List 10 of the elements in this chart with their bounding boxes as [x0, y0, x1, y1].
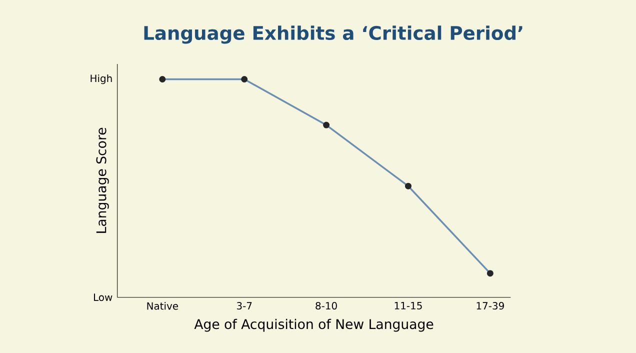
x-axis-title: Age of Acquisition of New Language [194, 318, 434, 332]
y-axis-title: Language Score [96, 128, 109, 233]
text: High [90, 74, 112, 84]
x-tick-label: Native [147, 302, 178, 310]
chart-title: Language Exhibits a ‘Critical Period’ [144, 25, 522, 44]
text: Low [94, 293, 112, 301]
x-tick-label: 17-39 [476, 302, 504, 310]
x-tick-label: 8-10 [316, 302, 337, 310]
x-tick-label: 3-7 [236, 302, 252, 310]
x-tick-label: 11-15 [394, 302, 422, 310]
